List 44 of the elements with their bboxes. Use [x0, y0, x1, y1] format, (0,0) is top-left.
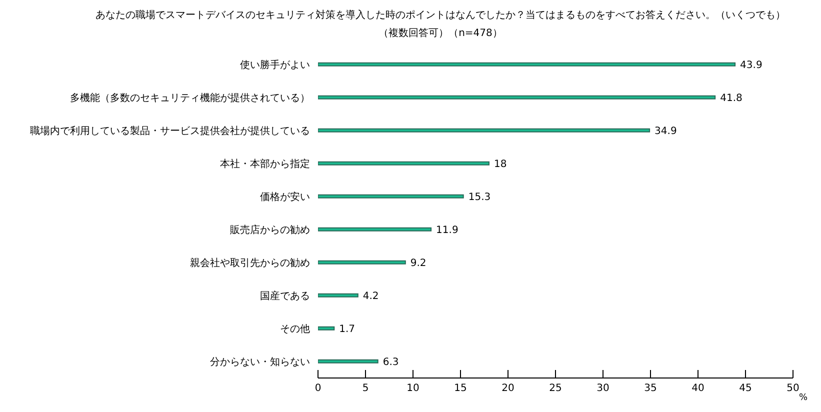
- data-label: 1.7: [339, 324, 356, 335]
- y-tick-label: その他: [280, 323, 310, 336]
- y-tick-label: 分からない・知らない: [210, 356, 310, 368]
- chart-subtitle: （複数回答可）（n=478）: [378, 26, 504, 40]
- x-tick-label: 45: [739, 383, 752, 394]
- x-tick-label: 10: [406, 383, 420, 394]
- bar: [318, 359, 378, 364]
- y-tick-label: 本社・本部から指定: [220, 158, 310, 170]
- x-tick-label: 20: [502, 383, 514, 394]
- bar: [318, 95, 716, 100]
- bar: [318, 62, 736, 66]
- data-label: 18: [494, 158, 507, 170]
- data-label: 34.9: [654, 126, 677, 137]
- chart-title: あなたの職場でスマートデバイスのセキュリティ対策を導入した時のポイントはなんでしたか？当てはまるものをすべてお答えください。（いくつでも）: [94, 8, 786, 22]
- y-tick-label: 職場内で利用している製品・サービス提供会社が提供している: [30, 125, 310, 138]
- y-tick-label: 親会社や取引先からの勧め: [190, 257, 310, 270]
- bar: [318, 161, 490, 166]
- x-tick-label: 0: [314, 383, 322, 394]
- bar: [318, 293, 358, 298]
- x-axis-title: %: [799, 393, 808, 404]
- y-tick-label: 価格が安い: [260, 191, 310, 204]
- bar: [318, 326, 335, 330]
- x-tick-label: 40: [692, 383, 704, 394]
- x-tick-label: 15: [454, 383, 467, 394]
- y-tick-label: 多機能（多数のセキュリティ機能が提供されている）: [70, 92, 310, 104]
- y-tick-label: 国産である: [260, 290, 310, 302]
- y-tick-label: 販売店からの勧め: [230, 224, 310, 236]
- data-label: 4.2: [362, 290, 379, 302]
- bar: [318, 194, 464, 198]
- x-tick-label: 25: [549, 383, 562, 394]
- y-tick-label: 使い勝手がよい: [240, 59, 310, 72]
- x-tick-label: 50: [786, 383, 800, 394]
- data-label: 11.9: [436, 224, 458, 236]
- data-label: 9.2: [410, 258, 426, 269]
- bar: [318, 227, 432, 232]
- bar: [318, 128, 650, 132]
- x-tick-label: 35: [644, 383, 657, 394]
- data-label: 43.9: [740, 60, 762, 71]
- data-label: 15.3: [468, 192, 491, 203]
- x-tick-label: 5: [362, 383, 369, 394]
- data-label: 41.8: [720, 92, 742, 104]
- bar: [318, 260, 406, 264]
- data-label: 6.3: [382, 356, 399, 368]
- x-tick-label: 30: [596, 383, 610, 394]
